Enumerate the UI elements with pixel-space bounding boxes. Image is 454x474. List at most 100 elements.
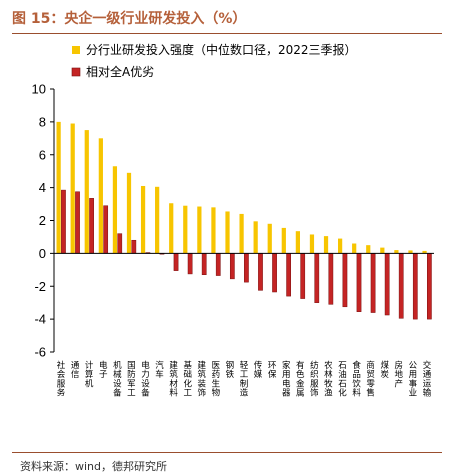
x-category-label: 家用电器 [282,360,291,399]
bar-series-1-电力设备 [140,185,146,254]
bar-series-1-公用事业 [408,250,413,254]
y-tick-label: -4 [34,312,46,327]
bar-series-2-煤炭 [384,253,390,316]
x-category-label: 基础化工 [183,360,192,399]
bar-series-1-食品饮料 [352,243,357,254]
x-category-label: 轻工制造 [240,360,249,399]
x-category-label: 传媒 [254,360,263,380]
bar-series-1-通信 [70,123,75,254]
bar-series-2-商贸零售 [370,253,376,313]
bar-series-2-交通运输 [427,253,432,320]
bar-series-2-有色金属 [300,253,306,299]
bar-series-2-国防军工 [131,239,137,254]
bar-series-2-医药生物 [215,253,221,276]
y-tick-label: 0 [39,246,46,261]
x-category-label: 医药生物 [212,361,221,399]
x-category-label: 煤炭 [380,360,389,380]
bar-series-2-建筑装饰 [201,253,207,276]
bar-series-2-传媒 [258,253,263,291]
bar-series-1-国防军工 [126,172,132,254]
chart-legend: 分行业研发投入强度（中位数口径，2022三季报） 相对全A优劣 [71,42,357,79]
source-note: 资料来源：wind，德邦研究所 [20,460,168,473]
x-category-label: 钢铁 [226,360,235,380]
x-category-label: 通信 [71,360,80,380]
bar-series-2-通信 [75,191,80,254]
y-axis: -6 -4 -2 0 2 4 6 8 10 [32,82,55,360]
bar-series-1-环保 [267,223,272,254]
bar-series-1-轻工制造 [239,213,244,254]
legend-swatch-series-1 [72,46,80,54]
bar-series-1-房地产 [394,250,399,254]
bar-series-2-建筑材料 [173,253,179,271]
bar-series-2-基础化工 [187,253,193,275]
x-category-label: 汽车 [155,360,164,380]
x-category-label: 国防军工 [127,361,136,399]
legend-swatch-series-2 [71,67,81,77]
x-category-label: 农林牧渔 [324,360,333,399]
bar-series-1-钢铁 [225,211,230,254]
x-category-label: 交通运输 [423,360,432,399]
x-category-label: 食品饮料 [352,360,361,399]
x-category-label: 石油石化 [338,361,347,399]
y-tick-label: -2 [34,279,46,294]
x-category-label: 电子 [99,360,108,380]
bar-series-1-机械设备 [112,166,118,254]
bar-series-1-计算机 [84,130,89,254]
y-tick-label: 10 [32,82,46,97]
bar-series-2-纺织服饰 [314,253,320,303]
x-category-label: 有色金属 [296,360,305,399]
x-category-label: 建筑材料 [169,360,178,399]
bar-series-2-机械设备 [117,233,123,254]
bar-series-1-社会服务 [56,121,61,254]
bar-series-1-农林牧渔 [323,236,329,254]
bar-series-1-传媒 [253,221,258,254]
bar-series-2-房地产 [398,253,404,319]
bar-series-1-家用电器 [281,227,286,254]
bar-series-1-汽车 [155,186,160,254]
bar-series-1-商贸零售 [366,245,371,254]
bar-series-1-纺织服饰 [309,234,315,254]
bar-series-1-电子 [98,138,103,254]
footer-rule [12,452,442,453]
y-tick-label: 2 [39,213,46,228]
y-tick-label: 8 [39,114,46,129]
bar-series-2-食品饮料 [356,253,362,312]
x-category-label: 环保 [268,361,277,380]
legend-label-series-2: 相对全A优劣 [86,64,154,79]
bar-series-2-家用电器 [286,253,291,297]
bar-series-2-电子 [103,205,109,254]
x-category-label: 电力设备 [141,360,150,399]
x-category-label: 房地产 [395,360,404,389]
bar-series-1-医药生物 [211,207,216,254]
x-category-label: 公用事业 [409,361,418,399]
bar-marks [56,121,432,320]
bar-series-1-建筑装饰 [197,206,202,254]
title-rule [12,33,442,34]
bar-series-1-石油石化 [338,238,343,254]
bar-series-2-计算机 [89,198,94,254]
x-category-label: 机械设备 [113,360,122,399]
bar-series-1-有色金属 [295,231,300,254]
y-tick-label: -6 [34,345,46,360]
x-category-label: 建筑装饰 [198,360,207,399]
bar-series-2-社会服务 [61,189,66,254]
x-category-label: 计算机 [85,360,94,389]
bar-series-2-轻工制造 [244,253,249,283]
bar-series-2-环保 [272,253,277,293]
x-category-label: 社会服务 [57,360,66,399]
figure-title: 图 15：央企一级行业研发投入（%） [12,11,247,27]
y-tick-label: 6 [39,147,46,162]
x-axis-category-labels: 社会服务通信计算机电子机械设备国防军工电力设备汽车建筑材料基础化工建筑装饰医药生… [57,360,432,399]
bar-series-2-钢铁 [229,253,235,280]
y-tick-label: 4 [39,180,46,195]
bar-series-2-农林牧渔 [328,253,334,305]
bar-series-1-交通运输 [422,250,427,254]
bar-series-1-煤炭 [380,247,385,254]
bar-chart: 分行业研发投入强度（中位数口径，2022三季报） 相对全A优劣 -6 -4 -2 0 2… [32,42,434,399]
bar-series-1-基础化工 [183,205,188,254]
legend-label-series-1: 分行业研发投入强度（中位数口径，2022三季报） [86,42,357,57]
bar-series-1-建筑材料 [169,203,174,254]
x-category-label: 商贸零售 [366,360,375,399]
bar-series-2-石油石化 [342,253,348,308]
x-category-label: 纺织服饰 [310,360,319,399]
